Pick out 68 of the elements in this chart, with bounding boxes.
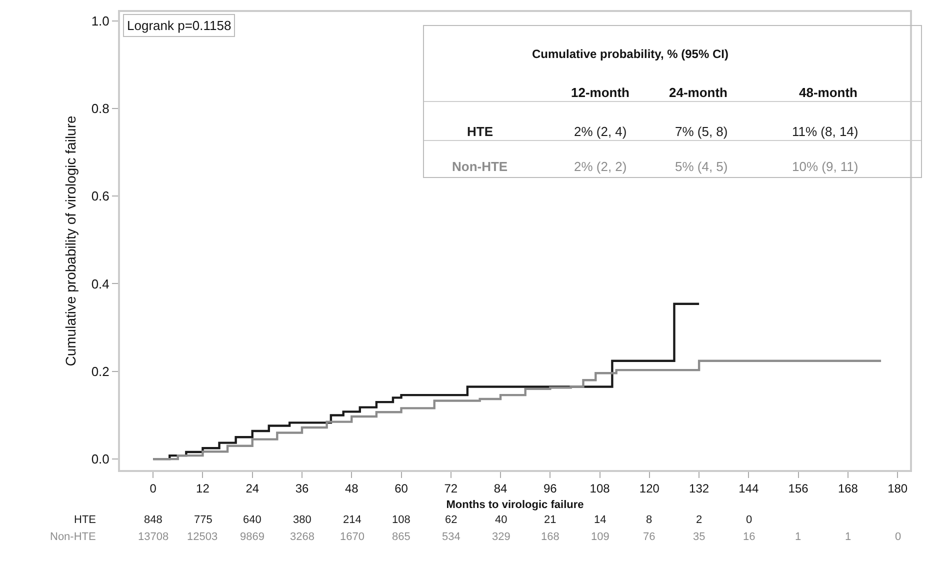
x-axis-title: Months to virologic failure: [446, 499, 584, 512]
annotation: 24-month: [669, 85, 728, 100]
text: 848: [144, 514, 162, 526]
y-tick-label: 1.0: [91, 13, 110, 28]
x-tick-label: 156: [788, 481, 809, 496]
y-axis-title: Cumulative probability of virologic failure: [62, 116, 78, 366]
text: 62: [445, 514, 458, 526]
x-tick-label: 0: [150, 481, 157, 496]
x-tick-label: 48: [344, 481, 359, 496]
y-tick-label: 0.8: [91, 100, 110, 116]
y-tick-label: 0.6: [91, 188, 110, 204]
text: 1: [845, 531, 852, 543]
text: 76: [643, 531, 656, 543]
x-tick-label: 72: [444, 481, 458, 496]
x-tick-label: 144: [738, 481, 760, 496]
text: 21: [544, 514, 556, 526]
text: Non-HTE: [50, 531, 96, 543]
text: 1670: [340, 531, 364, 543]
x-tick-label: 36: [295, 481, 309, 496]
text: 12503: [187, 531, 218, 543]
text: Non-HTE: [452, 159, 508, 174]
text: 14: [594, 514, 606, 526]
x-tick-label: 96: [543, 481, 558, 496]
text: 380: [293, 514, 312, 526]
annotation: 10% (9, 11): [792, 159, 858, 174]
text: 40: [495, 514, 508, 526]
text: 3268: [290, 531, 314, 543]
x-tick-label: 168: [838, 481, 858, 496]
text: 9869: [240, 531, 264, 543]
text: 865: [392, 531, 410, 543]
text: 35: [693, 531, 706, 543]
text: 640: [243, 514, 262, 526]
text: 0: [895, 531, 902, 543]
text: 2: [696, 514, 702, 526]
annotation: Logrank p=0.1158: [127, 18, 232, 33]
text: 8: [646, 514, 652, 526]
annotation: 11% (8, 14): [792, 124, 858, 139]
text: 13708: [138, 531, 169, 543]
annotation: 7% (5, 8): [675, 124, 728, 139]
text: 329: [492, 531, 510, 543]
text: 109: [591, 531, 610, 543]
text: HTE: [467, 124, 493, 139]
text: 0: [746, 514, 752, 526]
annotation: 2% (2, 2): [574, 159, 627, 174]
text: HTE: [74, 514, 96, 526]
text: 1: [795, 531, 802, 543]
annotation: Cumulative probability, % (95% CI): [532, 47, 728, 61]
text: 534: [442, 531, 460, 543]
text: 108: [392, 514, 410, 526]
x-tick-label: 120: [639, 481, 660, 496]
x-tick-label: 24: [246, 481, 260, 496]
text: 168: [541, 531, 560, 543]
annotation: 5% (4, 5): [675, 159, 728, 174]
y-tick-label: 0.4: [91, 276, 110, 292]
x-tick-label: 132: [689, 481, 710, 496]
annotation: 2% (2, 4): [574, 124, 627, 139]
text: 775: [194, 514, 212, 526]
text: 16: [743, 531, 756, 543]
text: 214: [343, 514, 362, 526]
x-tick-label: 60: [394, 481, 408, 496]
annotation: 12-month: [571, 85, 630, 100]
y-tick-label: 0.2: [91, 364, 110, 379]
annotation: 48-month: [799, 85, 858, 100]
y-tick-label: 0.0: [91, 452, 110, 467]
x-tick-label: 84: [494, 481, 508, 496]
x-tick-label: 12: [196, 481, 210, 496]
x-tick-label: 108: [590, 481, 610, 496]
x-tick-label: 180: [888, 481, 908, 496]
